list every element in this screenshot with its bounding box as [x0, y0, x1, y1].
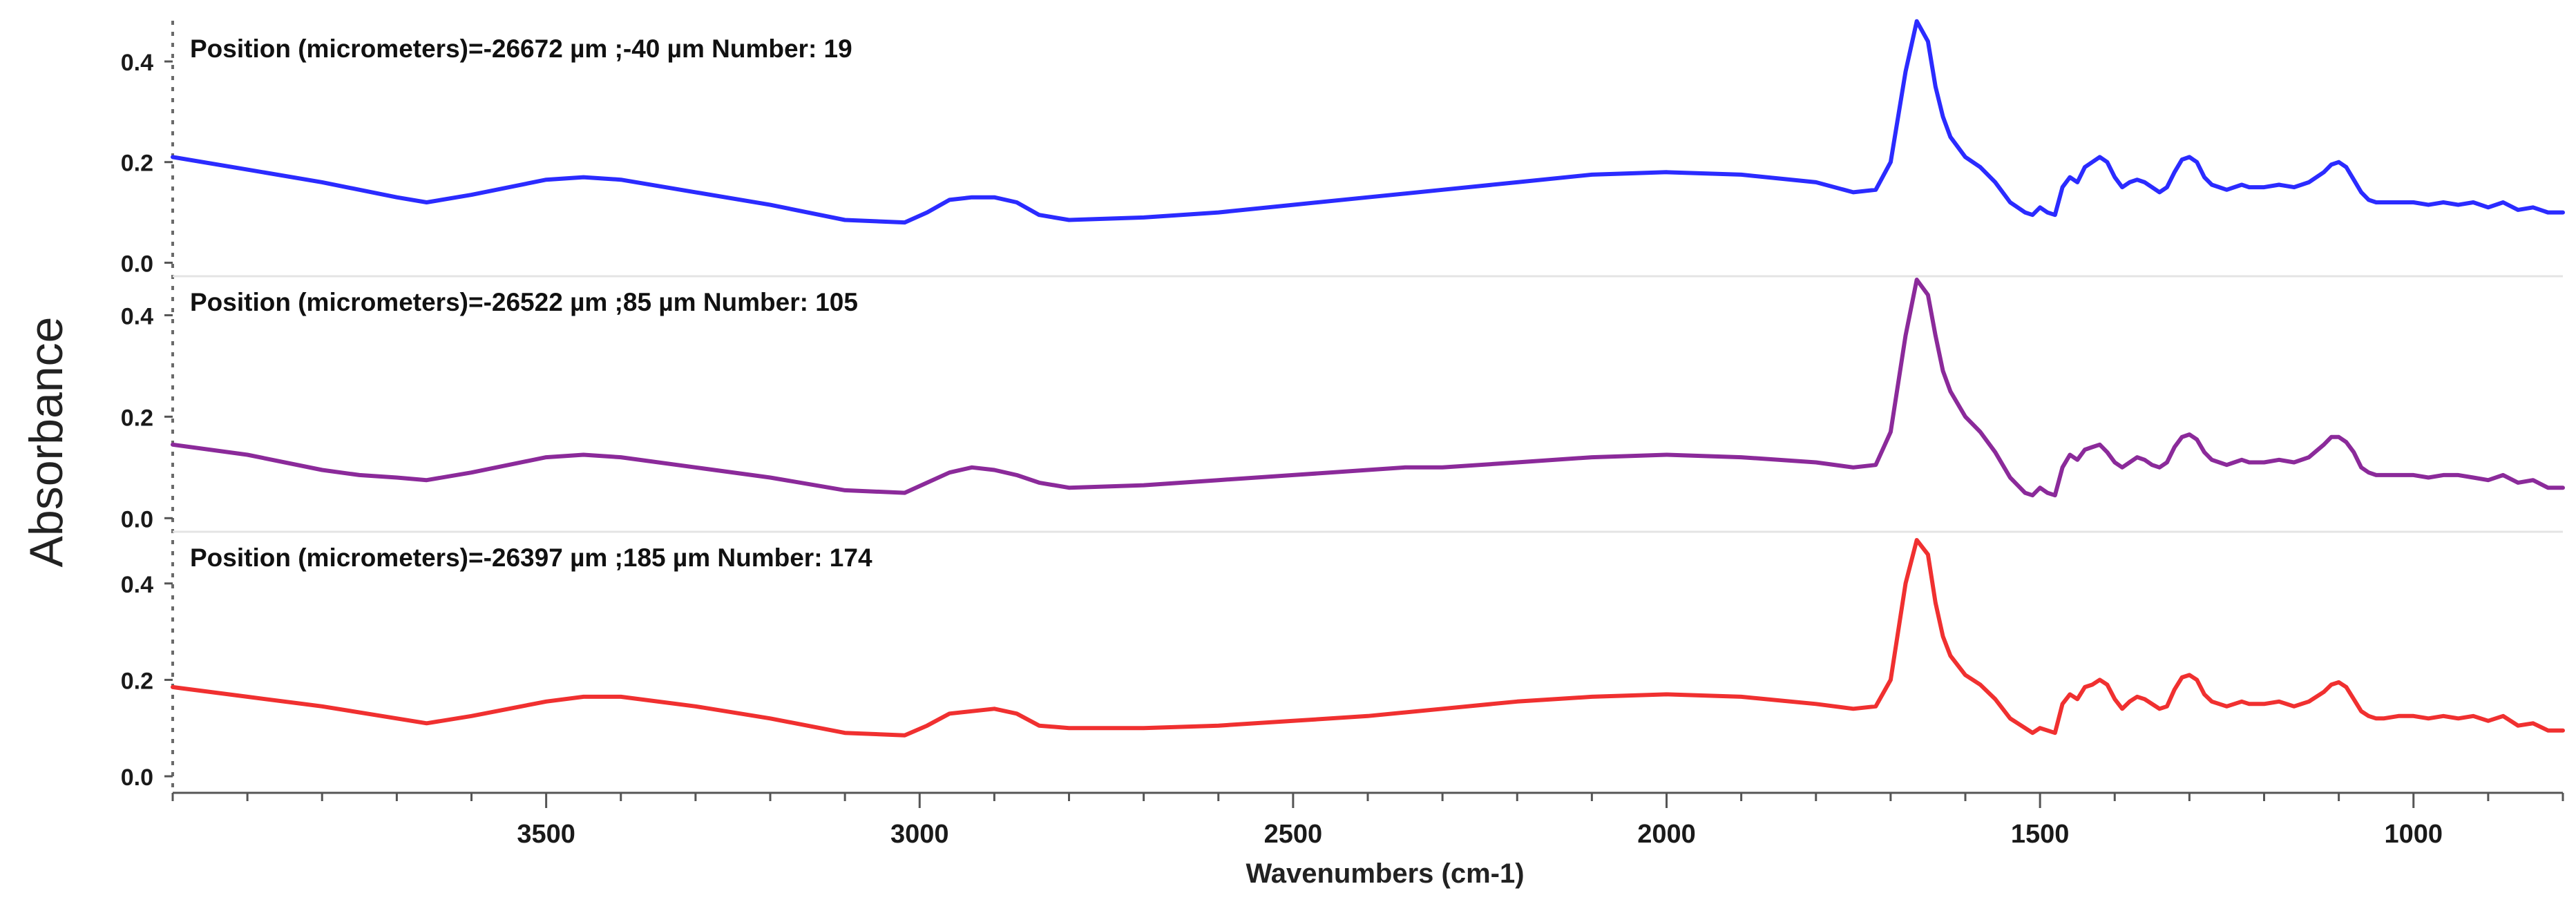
x-tick-label: 1000	[2384, 820, 2443, 849]
panel-title: Position (micrometers)=-26397 µm ;185 µm…	[190, 544, 872, 572]
spectrum-line	[171, 538, 2565, 738]
spectrum-line	[171, 278, 2565, 498]
y-tick-label: 0.2	[121, 151, 153, 177]
y-tick-label: 0.0	[121, 251, 153, 277]
y-tick-label: 0.0	[121, 765, 153, 791]
x-tick-label: 2500	[1264, 820, 1323, 849]
y-tick-label: 0.0	[121, 506, 153, 532]
y-axis-title: Absorbance	[20, 317, 73, 568]
y-tick-label: 0.2	[121, 405, 153, 431]
spectrum-panel: 0.0 0.2 0.4 Position (micrometers)=-26397 µ…	[121, 530, 2565, 791]
spectrum-panel: 0.0 0.2 0.4 Position (micrometers)=-26672 µ…	[121, 19, 2565, 277]
y-tick-label: 0.4	[121, 303, 153, 329]
spectrum-panel: 0.0 0.2 0.4 Position (micrometers)=-26522 µ…	[121, 275, 2565, 532]
y-tick-label: 0.2	[121, 668, 153, 694]
x-axis-title: Wavenumbers (cm-1)	[1246, 858, 1524, 889]
x-tick-label: 3000	[890, 820, 949, 849]
x-tick-label: 1500	[2011, 820, 2070, 849]
y-tick-label: 0.4	[121, 572, 153, 598]
x-tick-label: 3500	[517, 820, 575, 849]
panel-title: Position (micrometers)=-26522 µm ;85 µm …	[190, 288, 858, 316]
spectrum-line	[171, 19, 2565, 225]
axis-layer: 3500 3000 2500 2000 1500 1000	[171, 21, 2564, 849]
panels-layer: 0.0 0.2 0.4 Position (micrometers)=-26672 µ…	[121, 19, 2565, 791]
y-tick-label: 0.4	[121, 50, 153, 76]
panel-title: Position (micrometers)=-26672 µm ;-40 µm…	[190, 35, 852, 63]
x-tick-label: 2000	[1637, 820, 1696, 849]
